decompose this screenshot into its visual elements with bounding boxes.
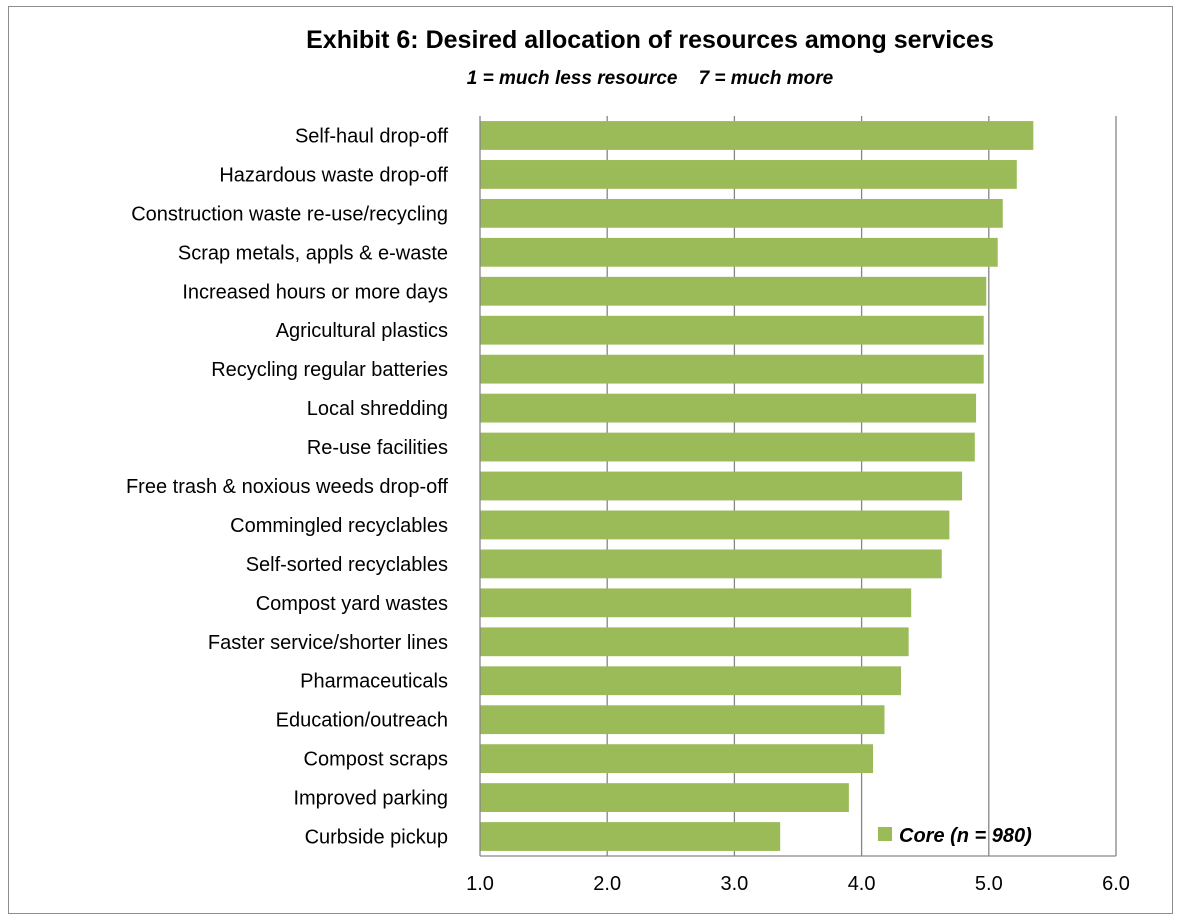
x-tick-label: 4.0 bbox=[848, 873, 876, 895]
category-label: Curbside pickup bbox=[305, 827, 448, 849]
category-label: Improved parking bbox=[293, 788, 448, 810]
category-label: Re-use facilities bbox=[307, 437, 448, 459]
bar bbox=[480, 588, 912, 618]
category-label: Construction waste re-use/recycling bbox=[131, 203, 448, 225]
bar bbox=[480, 393, 977, 423]
chart-frame bbox=[8, 6, 1173, 914]
bar bbox=[480, 237, 998, 267]
bar bbox=[480, 510, 950, 540]
category-label: Faster service/shorter lines bbox=[208, 632, 448, 654]
category-label: Commingled recyclables bbox=[230, 515, 448, 537]
bars bbox=[480, 121, 1034, 851]
bar bbox=[480, 160, 1017, 189]
chart-title: Exhibit 6: Desired allocation of resourc… bbox=[306, 26, 994, 54]
legend-label: Core (n = 980) bbox=[899, 825, 1032, 847]
category-label: Recycling regular batteries bbox=[211, 359, 448, 381]
category-label: Pharmaceuticals bbox=[300, 671, 448, 693]
bar bbox=[480, 276, 987, 306]
bar bbox=[480, 354, 984, 384]
bar bbox=[480, 705, 885, 735]
x-tick-label: 3.0 bbox=[720, 873, 748, 895]
category-label: Scrap metals, appls & e-waste bbox=[178, 242, 448, 264]
category-label: Compost scraps bbox=[304, 749, 449, 771]
category-label: Local shredding bbox=[307, 398, 448, 420]
tick-labels: 1.0 2.0 3.0 4.0 5.0 6.0 bbox=[466, 873, 1130, 895]
bar bbox=[480, 627, 909, 657]
category-labels: Self-haul drop-off Hazardous waste drop-o… bbox=[126, 125, 448, 848]
category-label: Agricultural plastics bbox=[276, 320, 448, 342]
x-tick-label: 6.0 bbox=[1102, 873, 1130, 895]
bar bbox=[480, 822, 781, 851]
legend-swatch bbox=[878, 827, 892, 841]
bar bbox=[480, 666, 902, 696]
bar bbox=[480, 744, 874, 774]
bar bbox=[480, 471, 963, 501]
chart-subtitle: 1 = much less resource 7 = much more bbox=[466, 68, 834, 89]
bar bbox=[480, 315, 984, 345]
category-label: Free trash & noxious weeds drop-off bbox=[126, 476, 448, 498]
bar bbox=[480, 783, 849, 812]
bar bbox=[480, 432, 975, 462]
category-label: Education/outreach bbox=[276, 710, 448, 732]
bar bbox=[480, 549, 942, 579]
category-label: Self-sorted recyclables bbox=[246, 554, 448, 576]
bar bbox=[480, 121, 1034, 150]
x-tick-label: 5.0 bbox=[975, 873, 1003, 895]
x-tick-label: 2.0 bbox=[593, 873, 621, 895]
category-label: Compost yard wastes bbox=[256, 593, 448, 615]
category-label: Self-haul drop-off bbox=[295, 125, 449, 147]
axes bbox=[479, 116, 1116, 857]
category-label: Increased hours or more days bbox=[182, 281, 448, 303]
x-tick-label: 1.0 bbox=[466, 873, 494, 895]
legend: Core (n = 980) bbox=[878, 825, 1032, 847]
bar bbox=[480, 198, 1003, 228]
category-label: Hazardous waste drop-off bbox=[219, 164, 448, 186]
